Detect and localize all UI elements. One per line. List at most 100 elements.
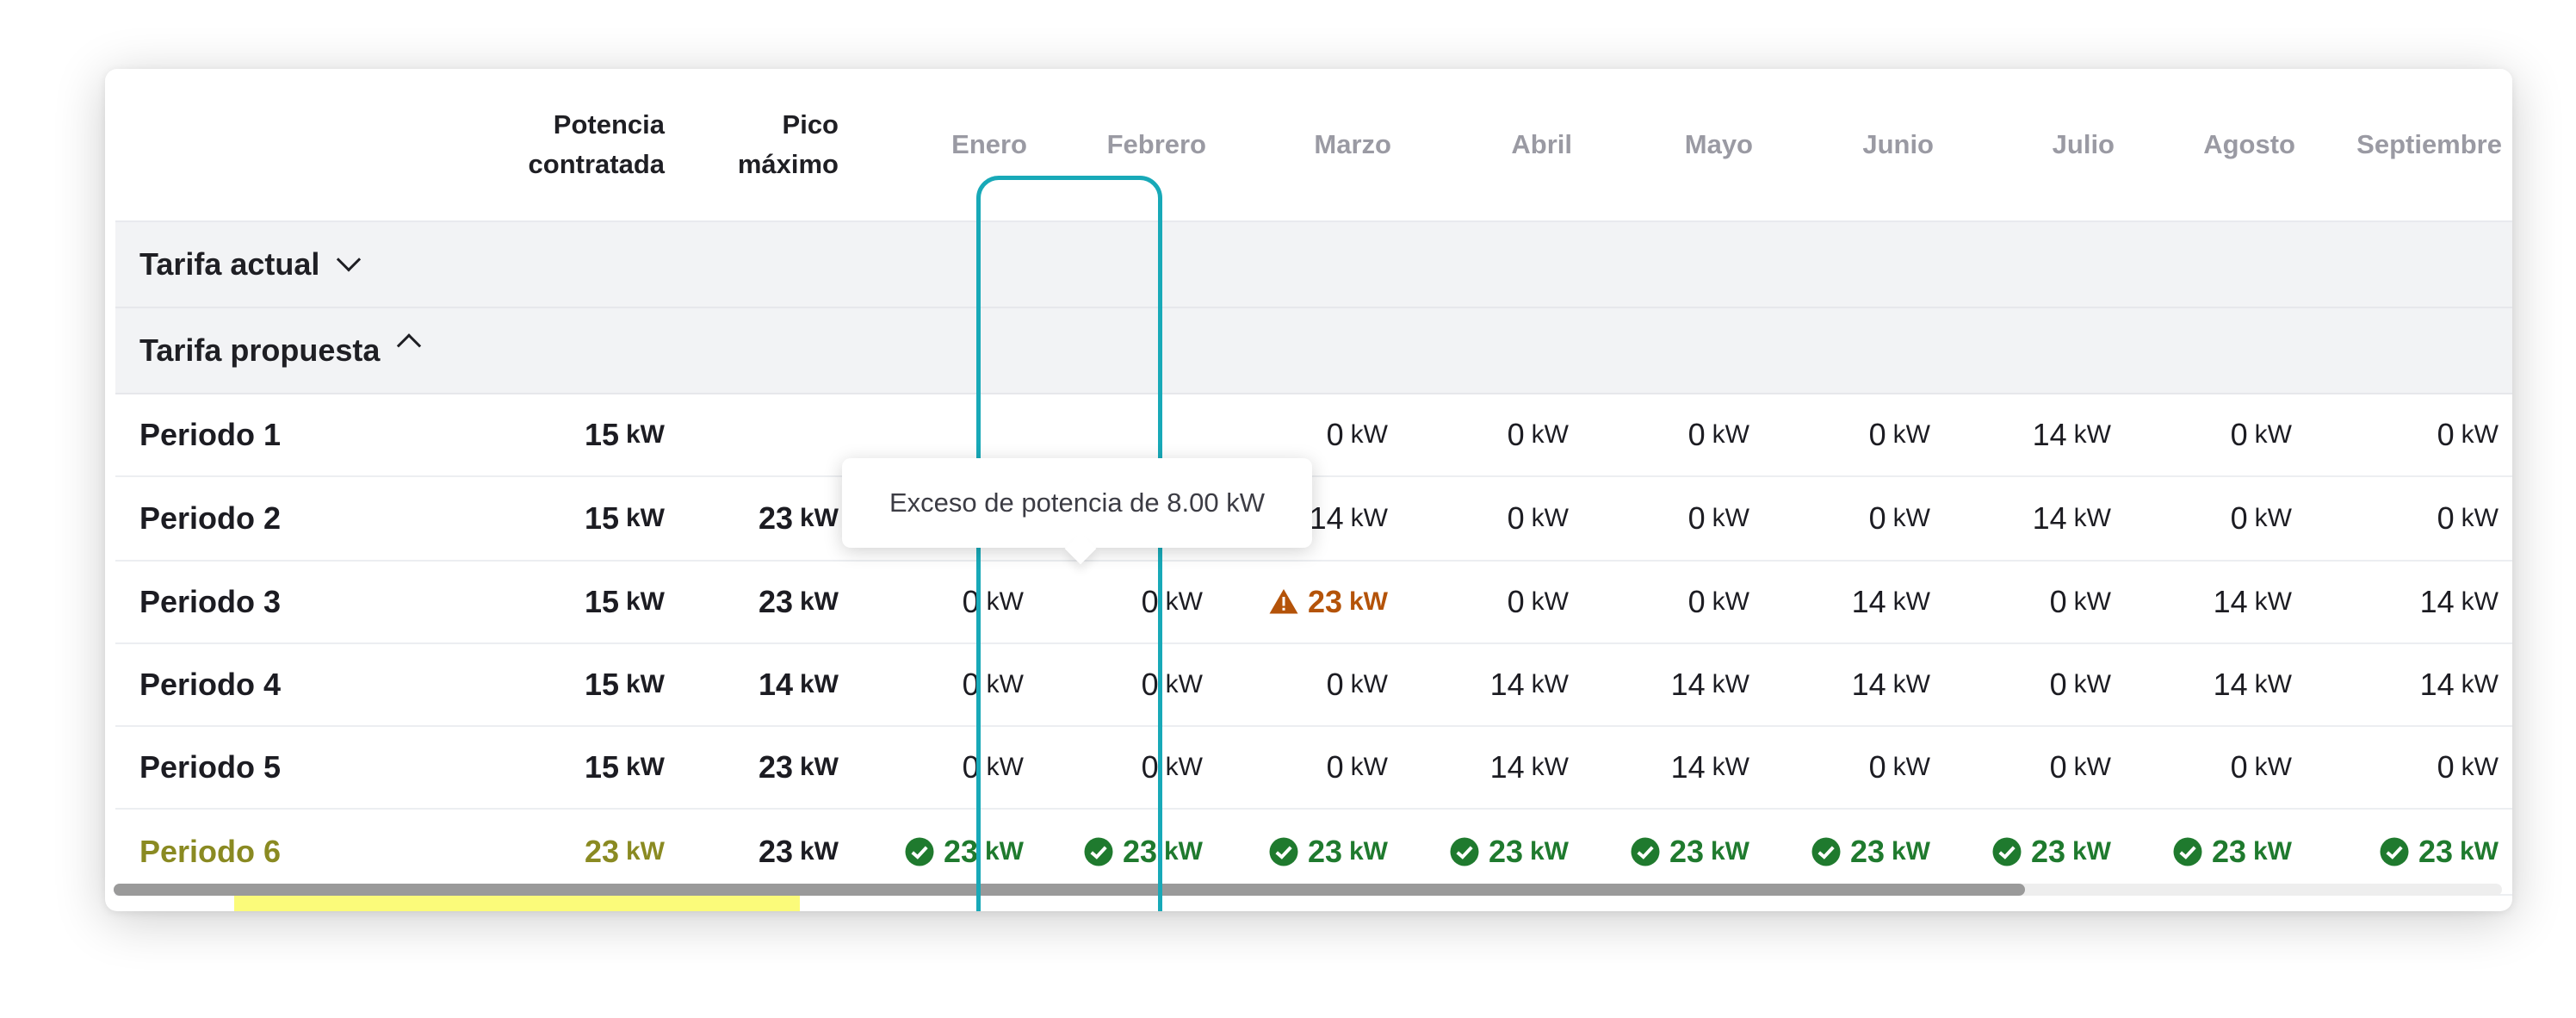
value-number: 0	[2230, 500, 2248, 536]
value-unit: kW	[2461, 587, 2499, 616]
value-number: 23	[2418, 834, 2453, 869]
value-unit: kW	[1531, 504, 1569, 532]
month-value-agosto: 0 kW	[2125, 394, 2306, 477]
group-current[interactable]: Tarifa actual	[115, 222, 2512, 308]
chevron-down-icon[interactable]	[337, 247, 362, 272]
month-value-agosto: 0 kW	[2125, 477, 2306, 562]
period-name: Periodo 4	[139, 667, 282, 702]
value-unit: kW	[2073, 753, 2111, 781]
month-value-mayo: 0 kW	[1582, 394, 1763, 477]
header-empty-cell	[115, 69, 494, 222]
month-value-mayo: 0 kW	[1582, 562, 1763, 644]
period-name: Periodo 5	[139, 749, 282, 785]
value-unit: kW	[1712, 420, 1749, 449]
value-unit: kW	[2461, 753, 2499, 781]
period-label: Periodo 6	[115, 810, 494, 896]
month-value-abril: 0 kW	[1402, 394, 1582, 477]
value-unit: kW	[1165, 753, 1203, 781]
value-number: 14	[2213, 584, 2248, 619]
month-value-marzo: 0 kW	[1217, 727, 1402, 810]
group-proposed[interactable]: Tarifa propuesta	[115, 308, 2512, 394]
value-unit: kW	[800, 837, 839, 866]
month-value-junio: 0 kW	[1763, 477, 1944, 562]
header-contracted: Potencia contratada	[494, 69, 678, 222]
month-label: Junio	[1862, 129, 1934, 159]
period-label: Periodo 4	[115, 644, 494, 727]
value-unit: kW	[1349, 837, 1388, 866]
value-unit: kW	[1712, 504, 1749, 532]
check-circle-icon	[1991, 836, 2022, 867]
value-unit: kW	[2461, 670, 2499, 698]
value-unit: kW	[1531, 670, 1569, 698]
value-number: 23	[584, 834, 619, 869]
period-label: Periodo 3	[115, 562, 494, 644]
value-unit: kW	[1531, 587, 1569, 616]
value-unit: kW	[626, 837, 665, 866]
month-value-junio: 23 kW	[1763, 810, 1944, 896]
month-value-febrero: 0 kW	[1037, 727, 1217, 810]
value-number: 14	[758, 667, 793, 702]
header-month-enero[interactable]: Enero	[852, 69, 1037, 222]
header-month-septiembre[interactable]: Septiembre	[2306, 69, 2512, 222]
header-peak-line1: Pico	[782, 109, 839, 140]
month-value-marzo: 14 kW	[1217, 477, 1402, 562]
value-unit: kW	[985, 837, 1024, 866]
month-value-julio: 14 kW	[1944, 477, 2125, 562]
value-number: 15	[584, 584, 619, 619]
value-unit: kW	[2460, 837, 2499, 866]
horizontal-scrollbar[interactable]	[114, 884, 2502, 896]
header-month-marzo[interactable]: Marzo	[1217, 69, 1402, 222]
value-number: 0	[1507, 417, 1525, 452]
header-month-julio[interactable]: Julio	[1944, 69, 2125, 222]
month-value-agosto: 14 kW	[2125, 562, 2306, 644]
month-value-septiembre: 0 kW	[2306, 477, 2512, 562]
value-unit: kW	[800, 504, 839, 532]
check-circle-icon	[904, 836, 935, 867]
header-month-agosto[interactable]: Agosto	[2125, 69, 2306, 222]
month-value-abril: 0 kW	[1402, 562, 1582, 644]
warning-triangle-icon	[1268, 587, 1299, 618]
value-unit: kW	[1892, 420, 1930, 449]
value-unit: kW	[1350, 753, 1388, 781]
value-number: 14	[2213, 667, 2248, 702]
chevron-up-icon[interactable]	[397, 333, 422, 358]
value-unit: kW	[626, 670, 665, 698]
scrollbar-thumb[interactable]	[114, 884, 2025, 896]
month-value-julio: 23 kW	[1944, 810, 2125, 896]
value-number: 0	[2230, 417, 2248, 452]
value-number: 14	[2419, 584, 2455, 619]
value-unit: kW	[1712, 587, 1749, 616]
value-unit: kW	[1165, 587, 1203, 616]
month-value-febrero: 0 kW	[1037, 562, 1217, 644]
value-number: 0	[962, 749, 980, 785]
peak-cell: 23 kW	[678, 727, 852, 810]
value-number: 23	[2030, 834, 2065, 869]
header-month-junio[interactable]: Junio	[1763, 69, 1944, 222]
value-number: 0	[1507, 584, 1525, 619]
period-name: Periodo 3	[139, 584, 282, 619]
value-number: 14	[2419, 667, 2455, 702]
value-number: 0	[1507, 500, 1525, 536]
value-unit: kW	[800, 587, 839, 616]
value-number: 15	[584, 500, 619, 536]
value-unit: kW	[800, 753, 839, 781]
contracted-cell: 23 kW	[494, 810, 678, 896]
header-month-abril[interactable]: Abril	[1402, 69, 1582, 222]
header-month-febrero[interactable]: Febrero	[1037, 69, 1217, 222]
header-month-mayo[interactable]: Mayo	[1582, 69, 1763, 222]
value-unit: kW	[626, 420, 665, 449]
month-value-mayo: 14 kW	[1582, 644, 1763, 727]
value-number: 0	[1326, 417, 1344, 452]
month-value-agosto: 0 kW	[2125, 727, 2306, 810]
value-unit: kW	[1531, 420, 1569, 449]
period-name: Periodo 6	[139, 834, 282, 869]
value-number: 15	[584, 417, 619, 452]
month-value-enero: 0 kW	[852, 562, 1037, 644]
month-value-enero: 0 kW	[852, 727, 1037, 810]
month-value-junio: 14 kW	[1763, 562, 1944, 644]
value-number: 0	[2049, 584, 2067, 619]
value-number: 14	[2032, 417, 2067, 452]
value-unit: kW	[1892, 587, 1930, 616]
value-number: 23	[1307, 834, 1342, 869]
